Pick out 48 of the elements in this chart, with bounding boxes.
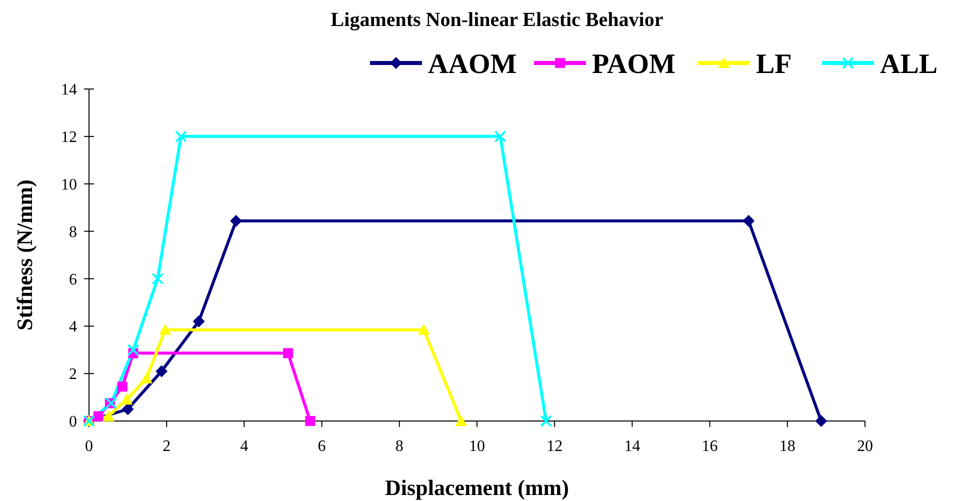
point xyxy=(174,130,187,142)
y-tick-label: 8 xyxy=(69,224,77,241)
point xyxy=(156,365,168,378)
point xyxy=(283,348,294,358)
y-tick-label: 0 xyxy=(69,414,77,431)
point xyxy=(105,397,118,410)
x-tick-label: 2 xyxy=(162,438,171,455)
point xyxy=(93,411,104,422)
chart-title: Ligaments Non-linear Elastic Behavior xyxy=(330,9,664,31)
y-tick-label: 10 xyxy=(61,176,77,194)
y-tick-label: 14 xyxy=(61,82,77,99)
x-tick-label: 16 xyxy=(702,438,718,455)
x-tick-label: 18 xyxy=(779,438,796,455)
point xyxy=(159,324,172,335)
point xyxy=(102,410,114,422)
x-tick-label: 10 xyxy=(469,438,485,455)
point xyxy=(494,130,506,142)
point xyxy=(455,415,468,426)
point xyxy=(120,394,133,405)
point xyxy=(305,416,316,426)
legend-label: PAOM xyxy=(592,48,676,80)
point xyxy=(540,415,552,427)
x-tick-label: 8 xyxy=(395,438,404,455)
x-axis-title: Displacement (mm) xyxy=(385,475,569,500)
point xyxy=(127,344,140,356)
x-tick-label: 12 xyxy=(546,438,563,455)
point xyxy=(122,403,134,416)
y-tick-label: 4 xyxy=(69,318,77,336)
y-tick-label: 2 xyxy=(69,366,77,384)
y-tick-label: 6 xyxy=(69,271,77,288)
point xyxy=(418,324,430,335)
point xyxy=(152,272,164,285)
point xyxy=(117,382,128,392)
legend-label: AAOM xyxy=(428,48,517,80)
point xyxy=(815,415,828,427)
x-tick-label: 0 xyxy=(85,438,93,455)
point xyxy=(192,315,205,328)
point xyxy=(230,214,242,227)
x-tick-label: 6 xyxy=(318,438,326,455)
x-tick-label: 20 xyxy=(857,438,873,455)
x-tick-label: 4 xyxy=(240,438,248,455)
legend-label: ALL xyxy=(880,48,938,80)
y-axis-title: Stifness (N/mm) xyxy=(12,180,37,330)
y-tick-label: 12 xyxy=(61,129,77,146)
point xyxy=(742,214,755,227)
x-tick-label: 14 xyxy=(624,438,640,455)
legend-label: LF xyxy=(756,48,792,80)
point xyxy=(140,372,152,384)
